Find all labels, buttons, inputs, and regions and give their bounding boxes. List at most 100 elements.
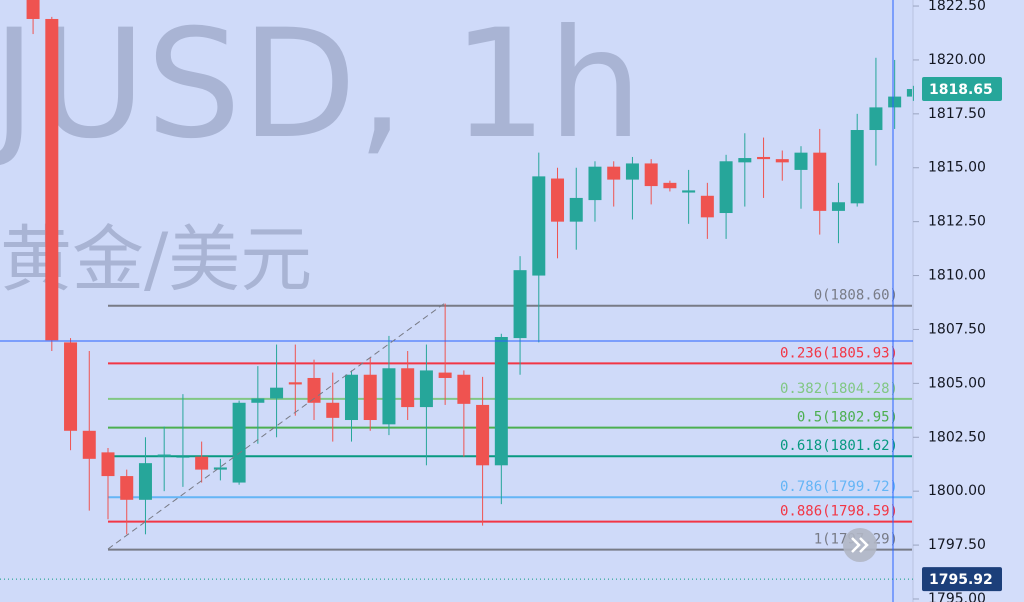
candle xyxy=(344,370,358,442)
candle-body xyxy=(138,463,152,500)
bid-price-label: 1795.92 xyxy=(929,572,993,588)
candle-body xyxy=(513,270,527,339)
scroll-button[interactable] xyxy=(843,528,877,562)
candle xyxy=(438,303,452,405)
candle xyxy=(607,161,621,207)
fib-level-label: 0.618(1801.62) xyxy=(780,438,898,454)
candle-body xyxy=(663,182,677,189)
last-price-label: 1818.65 xyxy=(929,82,993,98)
candle xyxy=(476,376,490,526)
candle-body xyxy=(625,163,639,180)
candle xyxy=(26,0,40,35)
y-tick-label: 1795.00 xyxy=(928,591,986,602)
candle-body xyxy=(101,452,115,477)
candle xyxy=(101,448,115,520)
candle-body xyxy=(232,402,246,483)
candle xyxy=(888,59,902,129)
candle-body xyxy=(700,195,714,218)
candle xyxy=(176,394,190,487)
candle xyxy=(532,152,546,343)
candle xyxy=(625,156,639,220)
candle-body xyxy=(738,158,752,163)
fib-level-label: 0.786(1799.72) xyxy=(780,479,898,495)
y-tick-label: 1802.50 xyxy=(928,429,986,445)
candle xyxy=(326,372,340,442)
y-tick-label: 1820.00 xyxy=(928,52,986,68)
candle xyxy=(831,182,845,244)
candle xyxy=(120,469,134,535)
candle xyxy=(757,137,771,198)
candle-body xyxy=(494,337,508,466)
candle-body xyxy=(906,89,912,97)
candle-body xyxy=(719,161,733,214)
candle xyxy=(775,150,789,181)
candle-body xyxy=(457,374,471,404)
fib-level-label: 0(1808.60) xyxy=(814,288,898,304)
candle xyxy=(288,344,302,416)
fib-level-label: 0.5(1802.95) xyxy=(797,410,898,426)
y-tick-label: 1812.50 xyxy=(928,214,986,230)
candle xyxy=(270,344,284,438)
candle-body xyxy=(82,430,96,459)
candle-body xyxy=(326,402,340,418)
candle xyxy=(157,426,171,492)
y-tick-label: 1800.00 xyxy=(928,483,986,499)
candle xyxy=(82,351,96,511)
candle-body xyxy=(888,96,902,108)
last-price-tag xyxy=(922,77,1002,102)
candle-body xyxy=(288,382,302,385)
candle xyxy=(195,441,209,483)
candle-body xyxy=(26,0,40,19)
candle xyxy=(382,335,396,436)
candle-body xyxy=(213,467,227,470)
candle xyxy=(588,161,602,222)
candle-body xyxy=(813,152,827,211)
candle-body xyxy=(476,404,490,466)
candle-body xyxy=(682,190,696,193)
y-tick-label: 1810.00 xyxy=(928,268,986,284)
candle xyxy=(45,16,59,352)
candle xyxy=(794,146,808,209)
candle-body xyxy=(775,159,789,163)
candle xyxy=(644,159,658,205)
scroll-button-icon[interactable] xyxy=(851,537,869,553)
candle-body xyxy=(64,342,78,431)
candle-body xyxy=(532,176,546,276)
candle-body xyxy=(607,166,621,180)
candle xyxy=(813,128,827,235)
fib-level-label: 0.382(1804.28) xyxy=(780,381,898,397)
candle-body xyxy=(757,156,771,160)
candle-body xyxy=(869,107,883,131)
candle xyxy=(663,180,677,192)
candle-body xyxy=(569,197,583,222)
candle xyxy=(363,357,377,431)
candle xyxy=(213,458,227,481)
candle xyxy=(419,344,433,466)
candle xyxy=(307,359,321,421)
candle-body xyxy=(419,370,433,408)
candle xyxy=(64,338,78,451)
candle xyxy=(906,85,914,101)
candle xyxy=(457,370,471,457)
candle xyxy=(138,437,152,535)
candle xyxy=(551,167,565,259)
y-tick-label: 1815.00 xyxy=(928,160,986,176)
candle xyxy=(569,167,583,250)
fib-level-label: 0.886(1798.59) xyxy=(780,504,898,520)
candle xyxy=(513,256,527,375)
fib-level-label: 0.236(1805.93) xyxy=(780,345,898,361)
candle-body xyxy=(307,377,321,403)
bid-price-tag xyxy=(922,567,1002,592)
candle-body xyxy=(382,368,396,425)
candle-body xyxy=(195,456,209,470)
candle-body xyxy=(551,178,565,222)
watermark: JUSD, 1h xyxy=(0,0,643,172)
candle xyxy=(494,333,508,505)
candle-body xyxy=(176,456,190,458)
candle xyxy=(738,133,752,207)
y-tick-label: 1817.50 xyxy=(928,106,986,122)
candle xyxy=(850,113,864,207)
candle-body xyxy=(363,374,377,421)
